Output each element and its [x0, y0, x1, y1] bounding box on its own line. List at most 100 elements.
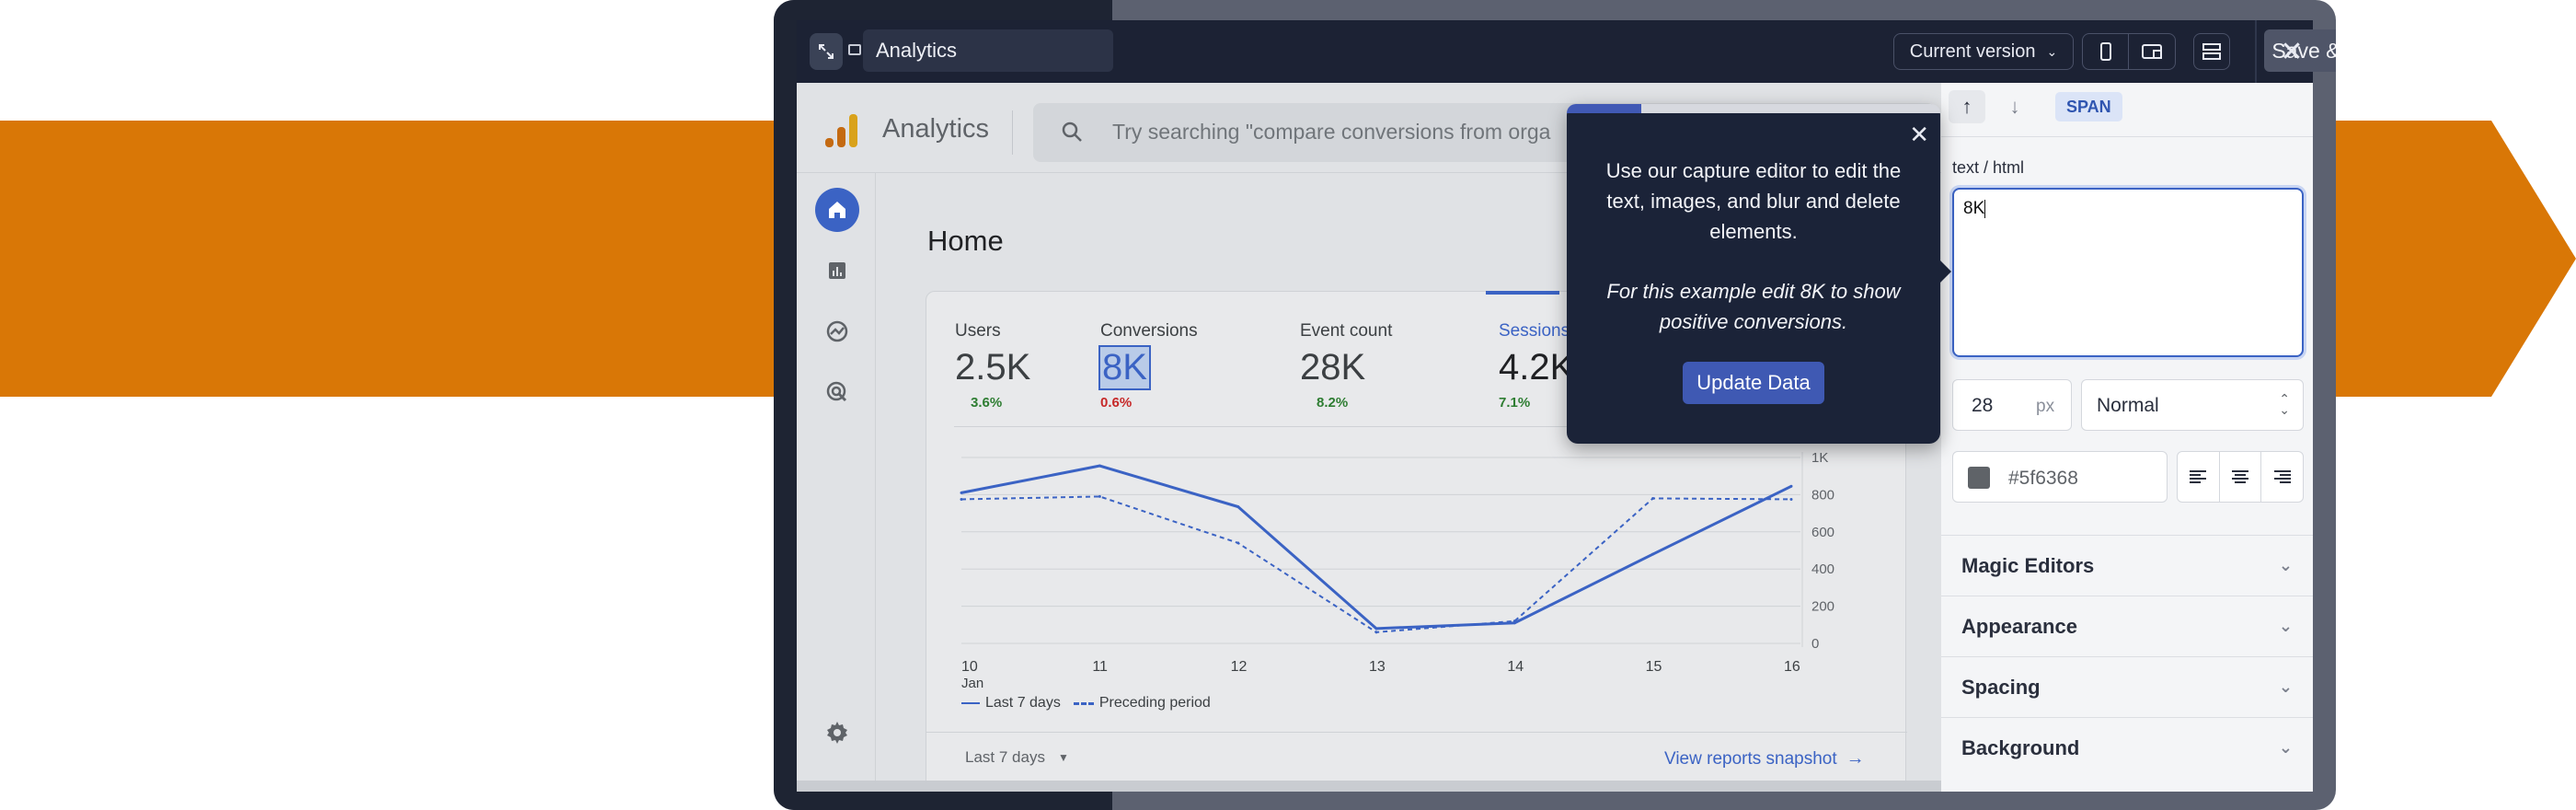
caret-down-icon: ▼: [1057, 751, 1069, 764]
save-close-button[interactable]: Save & Close: [2264, 29, 2336, 72]
chart-series: [960, 464, 1793, 634]
y-tick-label: 600: [1811, 525, 1834, 540]
metric-label: Users: [955, 321, 1001, 341]
element-tag-badge: SPAN: [2055, 92, 2122, 122]
font-size-field[interactable]: 28 px: [1952, 379, 2072, 431]
metric-value: 2.5K: [955, 347, 1031, 388]
metric-label: Conversions: [1100, 321, 1198, 341]
text-html-field[interactable]: 8K: [1952, 188, 2304, 357]
data-point: [1651, 496, 1655, 500]
metric-change: 7.1%: [1499, 395, 1531, 411]
metric-change: 8.2%: [1317, 395, 1349, 411]
section-background[interactable]: Background ⌄: [1941, 717, 2313, 778]
view-reports-label: View reports snapshot: [1664, 748, 1837, 769]
x-tick-label: 10: [961, 659, 978, 675]
tooltip-text: Use our capture editor to edit the: [1605, 159, 1902, 182]
properties-panel: ↑ ↓ SPAN text / html 8K 28 px Normal ⌃ ⌄ …: [1941, 83, 2313, 792]
editor-toolbar: Analytics Current version ⌄ Save & Close: [797, 20, 2336, 83]
chevron-down-icon: ⌄: [2278, 738, 2293, 757]
data-point: [960, 497, 963, 501]
color-swatch[interactable]: [1968, 467, 1990, 489]
reports-icon[interactable]: [815, 249, 859, 293]
tooltip-close-icon[interactable]: ✕: [1909, 121, 1929, 148]
chart-legend: Last 7 days Preceding period: [961, 695, 1211, 712]
section-appearance[interactable]: Appearance ⌄: [1941, 596, 2313, 656]
data-point: [1374, 631, 1378, 634]
view-reports-link[interactable]: View reports snapshot →: [1664, 748, 1865, 770]
text-html-value: 8K: [1963, 199, 1985, 218]
update-data-button[interactable]: Update Data: [1683, 362, 1824, 404]
date-range-label: Last 7 days: [965, 748, 1045, 766]
toolbar-divider: [2255, 20, 2257, 83]
analytics-sidebar: [797, 173, 876, 792]
data-point: [1789, 497, 1793, 501]
metric-value-selected[interactable]: 8K: [1098, 345, 1151, 390]
data-point: [1512, 619, 1516, 623]
expand-icon[interactable]: [810, 33, 843, 70]
chevron-down-icon: ⌄: [2278, 556, 2293, 574]
mobile-view-icon[interactable]: [2083, 34, 2129, 69]
section-label: Magic Editors: [1961, 553, 2095, 577]
text-align-group: [2177, 451, 2304, 503]
legend-dashed-swatch: [1073, 701, 1094, 705]
legend-label: Last 7 days: [985, 695, 1061, 711]
layout-icon[interactable]: [2193, 33, 2230, 70]
data-point: [1789, 484, 1793, 488]
align-right-icon[interactable]: [2261, 452, 2303, 502]
series-line-preceding-period: [960, 495, 1792, 633]
section-magic-editors[interactable]: Magic Editors ⌄: [1941, 535, 2313, 596]
arrow-right-icon: →: [1846, 748, 1865, 769]
metric-label: Sessions: [1499, 321, 1570, 341]
tooltip-progress-bar: [1567, 104, 1940, 113]
section-spacing[interactable]: Spacing ⌄: [1941, 656, 2313, 717]
monitor-icon: [848, 44, 861, 55]
x-tick-label: 14: [1507, 659, 1524, 675]
font-weight-select[interactable]: Normal ⌃ ⌄: [2081, 379, 2304, 431]
bottom-edge-strip: [797, 781, 1941, 792]
move-down-button[interactable]: ↓: [2009, 95, 2020, 118]
explore-icon[interactable]: [815, 309, 859, 353]
device-toggle: [2082, 33, 2176, 70]
legend-label: Preceding period: [1098, 695, 1211, 711]
font-weight-value: Normal: [2097, 395, 2159, 416]
data-point: [1236, 505, 1240, 509]
color-value: #5f6368: [2008, 468, 2078, 489]
color-field[interactable]: #5f6368: [1952, 451, 2168, 503]
editor-window: Analytics Current version ⌄ Save & Close…: [774, 0, 2336, 810]
move-up-button[interactable]: ↑: [1949, 90, 1985, 123]
y-tick-label: 400: [1811, 561, 1834, 577]
series-line-last-7-days: [960, 464, 1792, 631]
home-icon[interactable]: [815, 188, 859, 232]
metric-value: 28K: [1300, 347, 1366, 388]
data-point: [1236, 541, 1240, 545]
app-name: Analytics: [882, 114, 990, 144]
advertising-icon[interactable]: [815, 370, 859, 414]
x-tick-label: 11: [1092, 659, 1108, 675]
tooltip-text: text, images, and blur and delete: [1606, 190, 1901, 213]
version-label: Current version: [1909, 40, 2036, 62]
version-select[interactable]: Current version ⌄: [1893, 33, 2074, 70]
text-cursor: [1984, 199, 1986, 218]
x-tick-sublabel: Jan: [961, 676, 983, 691]
align-center-icon[interactable]: [2220, 452, 2262, 502]
select-arrows-icon: ⌃ ⌄: [2279, 391, 2290, 417]
metric-value: 4.2K: [1499, 347, 1575, 388]
section-label: Spacing: [1961, 675, 2041, 699]
data-point: [1098, 494, 1101, 498]
window-close-icon[interactable]: ✕: [2280, 36, 2304, 67]
y-axis-labels: 1K 800 600 400 200 0: [1811, 450, 1834, 652]
date-range-select[interactable]: Last 7 days ▼: [965, 748, 1069, 767]
chevron-down-icon: ⌄: [2278, 677, 2293, 696]
header-divider: [1012, 110, 1013, 155]
page-title-field[interactable]: Analytics: [863, 29, 1113, 72]
desktop-view-icon[interactable]: [2129, 34, 2175, 69]
align-left-icon[interactable]: [2178, 452, 2220, 502]
legend-solid-swatch: [961, 702, 980, 704]
card-footer-divider: [926, 732, 1907, 733]
chevron-down-icon: ⌄: [2046, 43, 2058, 59]
section-label: Appearance: [1961, 614, 2077, 638]
y-tick-label: 800: [1811, 487, 1834, 503]
settings-gear-icon[interactable]: [815, 711, 859, 755]
